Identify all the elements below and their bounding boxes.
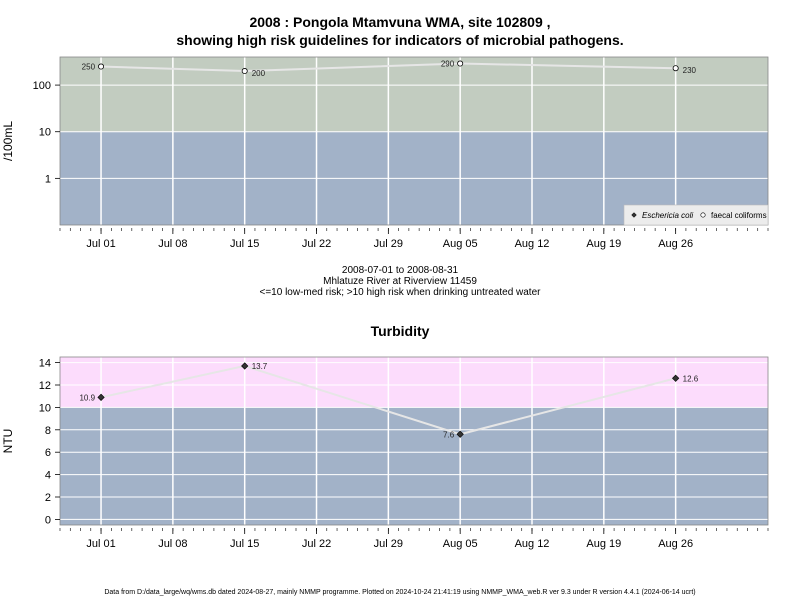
turbidity-ytick-label: 10 — [39, 402, 51, 414]
microbial-data-point — [457, 60, 464, 67]
microbial-plot-border — [59, 56, 769, 226]
turbidity-ytick-label: 14 — [39, 358, 51, 370]
microbial-xtick-label: Aug 26 — [658, 238, 693, 250]
turbidity-xtick-label: Aug 12 — [515, 538, 550, 550]
microbial-data-point — [672, 65, 679, 72]
turbidity-series-line — [100, 364, 676, 436]
microbial-ytick-label: 1 — [45, 173, 51, 185]
chart1-title-line2: showing high risk guidelines for indicat… — [176, 32, 624, 48]
turbidity-xtick-label: Aug 19 — [586, 538, 621, 550]
microbial-ytick-label: 10 — [39, 127, 51, 139]
footer-note: Data from D:/data_large/wq/wms.db dated … — [104, 589, 696, 596]
turbidity-data-label: 12.6 — [683, 374, 699, 383]
legend-fc-label: faecal coliforms — [711, 211, 767, 220]
turbidity-ytick-label: 12 — [39, 380, 51, 392]
turbidity-data-label: 10.9 — [79, 393, 95, 402]
microbial-data-label: 230 — [683, 66, 697, 75]
turbidity-xtick-label: Jul 22 — [302, 538, 331, 550]
turbidity-plot-border — [59, 356, 769, 526]
turbidity-ytick-label: 4 — [45, 470, 51, 482]
caption-risk-note: <=10 low-med risk; >10 high risk when dr… — [259, 287, 541, 298]
turbidity-ytick-label: 8 — [45, 425, 51, 437]
chart1-title-line1: 2008 : Pongola Mtamvuna WMA, site 102809… — [249, 14, 551, 30]
turbidity-xtick-label: Jul 15 — [230, 538, 259, 550]
turbidity-low-risk-band — [60, 407, 768, 525]
microbial-data-label: 250 — [82, 63, 96, 72]
microbial-xtick-label: Jul 01 — [86, 238, 115, 250]
turbidity-data-label: 13.7 — [252, 362, 268, 371]
legend-box — [623, 204, 769, 226]
legend-ecoli-label: Eschericia coli — [642, 211, 693, 220]
microbial-xtick-label: Jul 22 — [302, 238, 331, 250]
microbial-xtick-label: Jul 08 — [158, 238, 187, 250]
turbidity-data-point — [672, 374, 680, 382]
microbial-xtick-label: Jul 29 — [374, 238, 403, 250]
turbidity-xtick-label: Aug 05 — [443, 538, 478, 550]
microbial-xtick-label: Aug 05 — [443, 238, 478, 250]
microbial-xtick-label: Jul 15 — [230, 238, 259, 250]
turbidity-ytick-label: 6 — [45, 447, 51, 459]
microbial-xtick-label: Aug 19 — [586, 238, 621, 250]
microbial-series-line — [101, 62, 676, 73]
microbial-data-label: 290 — [441, 60, 455, 69]
chart2-title: Turbidity — [370, 323, 430, 339]
turbidity-ytick-label: 0 — [45, 514, 51, 526]
caption-site: Mhlatuze River at Riverview 11459 — [323, 276, 477, 287]
legend-ecoli-marker — [631, 212, 637, 218]
turbidity-data-label: 7.6 — [443, 430, 455, 439]
turbidity-xtick-label: Jul 08 — [158, 538, 187, 550]
turbidity-data-point — [241, 362, 249, 370]
turbidity-ytick-label: 2 — [45, 492, 51, 504]
microbial-ylabel: /100mL — [1, 121, 15, 161]
microbial-data-point — [241, 68, 248, 75]
turbidity-ylabel: NTU — [1, 429, 15, 454]
microbial-ytick-label: 100 — [33, 80, 51, 92]
caption-date-range: 2008-07-01 to 2008-08-31 — [341, 265, 459, 276]
microbial-data-label: 200 — [252, 69, 266, 78]
turbidity-xtick-label: Jul 29 — [374, 538, 403, 550]
turbidity-high-risk-band — [60, 357, 768, 408]
turbidity-data-point — [456, 430, 464, 438]
turbidity-data-point — [97, 393, 105, 401]
legend-fc-marker — [700, 212, 706, 218]
microbial-xtick-label: Aug 12 — [515, 238, 550, 250]
microbial-data-point — [98, 63, 105, 70]
turbidity-xtick-label: Aug 26 — [658, 538, 693, 550]
turbidity-xtick-label: Jul 01 — [86, 538, 115, 550]
